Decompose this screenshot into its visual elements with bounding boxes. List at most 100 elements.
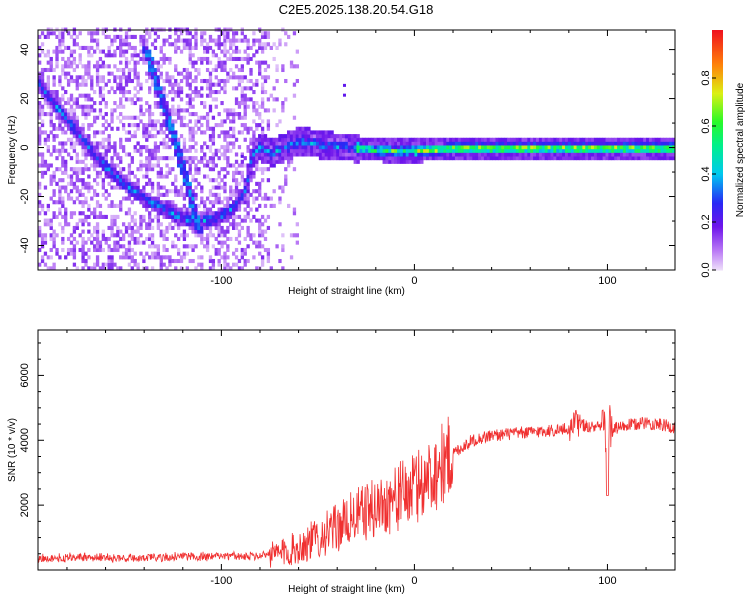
spectrogram-cell: [148, 31, 152, 36]
spectrogram-cell: [176, 211, 181, 216]
spectrogram-cell: [463, 137, 467, 142]
spectrogram-cell: [121, 86, 126, 91]
spectrogram-cell: [191, 104, 195, 109]
spectrogram-cell: [232, 126, 236, 131]
spectrogram-cell: [162, 119, 166, 124]
spectrogram-cell: [258, 141, 262, 146]
spectrogram-cell: [64, 60, 68, 65]
spectrogram-cell: [49, 247, 53, 253]
spectrogram-cell: [304, 152, 308, 157]
spectrogram-cell: [116, 244, 120, 249]
spectrogram-cell: [168, 189, 172, 194]
spectrogram-cell: [78, 141, 82, 146]
spectrogram-cell: [234, 203, 239, 208]
spectrogram-cell: [66, 97, 71, 102]
spectrogram-cell: [229, 196, 233, 201]
spectrogram-cell: [130, 170, 134, 175]
spectrogram-cell: [307, 130, 311, 135]
spectrogram-cell: [156, 156, 161, 161]
spectrogram-cell: [121, 251, 126, 256]
spectrogram-cell: [127, 196, 132, 201]
spectrogram-cell: [588, 148, 592, 153]
spectrogram-cell: [507, 148, 511, 153]
spectrogram-cell: [356, 156, 360, 161]
spectrogram-cell: [162, 207, 166, 212]
spectrogram-cell: [185, 93, 189, 98]
spectrogram-cell: [336, 148, 340, 153]
spectrogram-cell: [200, 196, 204, 201]
spectrogram-cell: [220, 240, 224, 245]
spectrogram-cell: [179, 222, 184, 227]
spectrogram-cell: [84, 240, 88, 245]
spectrogram-cell: [153, 207, 158, 212]
spectrogram-cell: [654, 145, 659, 150]
spectrogram-cell: [127, 78, 132, 84]
spectrogram-cell: [110, 200, 114, 205]
spectrogram-cell: [211, 185, 216, 190]
colorbar-strip: [712, 108, 723, 111]
spectrogram-cell: [249, 67, 253, 73]
spectrogram-cell: [651, 148, 656, 153]
spectrogram-cell: [95, 67, 100, 73]
spectrogram-cell: [287, 34, 291, 39]
spectrogram-cell: [168, 203, 172, 208]
spectrogram-cell: [176, 104, 181, 109]
spectrogram-cell: [414, 159, 418, 164]
spectrogram-cell: [95, 78, 100, 84]
spectrogram-cell: [153, 251, 158, 256]
spectrogram-cell: [559, 148, 563, 153]
spectrogram-cell: [234, 185, 239, 190]
colorbar-strip: [712, 156, 723, 159]
spectrogram-cell: [200, 185, 204, 190]
spectrogram-cell: [72, 56, 77, 62]
spectrogram-cell: [255, 181, 259, 186]
spectrogram-cell: [556, 156, 560, 161]
spectrogram-cell: [197, 115, 201, 120]
spectrogram-cell: [342, 145, 346, 150]
spectrogram-cell: [84, 64, 88, 69]
spectrogram-cell: [240, 75, 244, 80]
spectrogram-cell: [38, 134, 42, 139]
spectrogram-cell: [124, 78, 129, 84]
colorbar-strip: [712, 94, 723, 97]
spectrogram-cell: [472, 148, 476, 153]
spectrogram-cell: [339, 148, 343, 153]
spectrogram-cell: [40, 156, 45, 161]
spectrogram-cell: [87, 247, 91, 253]
spectrogram-cell: [454, 145, 459, 150]
spectrogram-cell: [570, 145, 575, 150]
spectrogram-cell: [130, 218, 134, 223]
spectrogram-cell: [81, 64, 85, 69]
spectrogram-cell: [113, 101, 117, 106]
spectrogram-cell: [182, 174, 187, 179]
spectrogram-cell: [78, 53, 82, 58]
spectrogram-cell: [55, 115, 59, 120]
spectrogram-cell: [260, 49, 265, 54]
spectrogram-cell: [46, 97, 50, 102]
spectrogram-cell: [40, 108, 45, 113]
spectrogram-cell: [69, 115, 74, 120]
spectrogram-cell: [602, 156, 606, 161]
spectrogram-cell: [61, 163, 65, 168]
spectrogram-cell: [121, 75, 126, 80]
spectrogram-cell: [148, 203, 152, 208]
spectrogram-cell: [121, 174, 126, 179]
colorbar-strip: [712, 88, 723, 91]
spectrogram-cell: [61, 229, 65, 234]
spectrogram-cell: [229, 214, 233, 219]
spectrogram-cell: [139, 104, 143, 109]
spectrogram-cell: [252, 148, 256, 153]
spectrogram-cell: [153, 203, 158, 208]
spectrogram-cell: [194, 192, 198, 197]
spectrogram-cell: [127, 178, 132, 183]
spectrogram-cell: [512, 148, 517, 153]
spectrogram-cell: [139, 192, 143, 197]
spectrogram-cell: [93, 108, 97, 113]
spectrogram-cell: [205, 119, 210, 124]
spectrogram-cell: [263, 60, 268, 65]
spectrogram-cell: [72, 262, 77, 267]
spectrogram-cell: [281, 67, 285, 73]
spectrogram-cell: [101, 93, 105, 98]
spectrogram-cell: [269, 45, 273, 50]
spectrogram-cell: [194, 178, 198, 183]
